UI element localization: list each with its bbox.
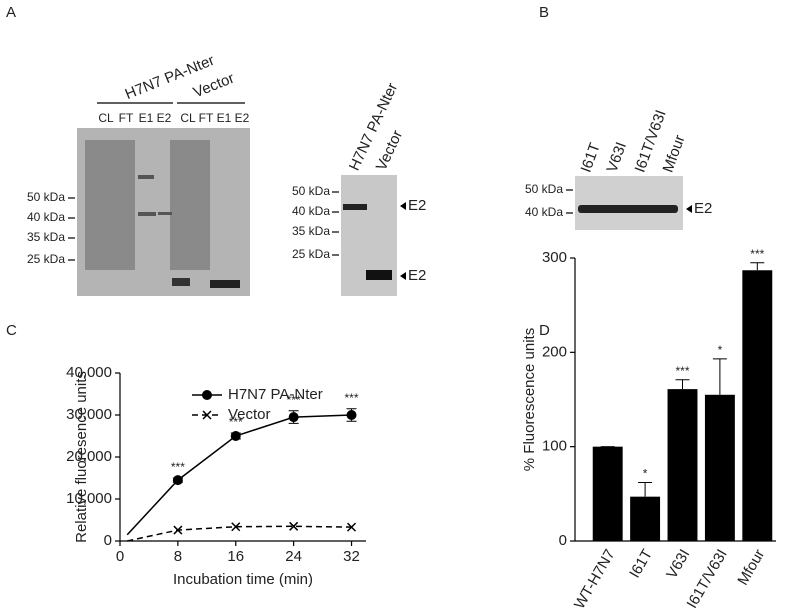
- lane-label: CL: [180, 111, 196, 125]
- marker-label: 50 kDa: [27, 190, 65, 204]
- legend-label: H7N7 PA-Nter: [228, 386, 323, 403]
- marker-label: 40 kDa: [525, 205, 563, 219]
- legend-label: Vector: [228, 406, 271, 423]
- marker-label: 50 kDa: [525, 182, 563, 196]
- band-arrow: [400, 202, 406, 210]
- y-tick-label: 0: [104, 532, 112, 549]
- x-tick-label: 8: [174, 548, 182, 565]
- marker-label: 35 kDa: [292, 224, 330, 238]
- line-chart: 0 10,000 20,000 30,000 40,000 0 8 16 24 32 Incubat…: [66, 364, 366, 588]
- significance: *: [643, 467, 648, 481]
- band-label: E2: [408, 197, 426, 214]
- marker-label: 40 kDa: [292, 204, 330, 218]
- lane-label: FT: [119, 111, 134, 125]
- bar: [704, 394, 735, 541]
- lane-label: CL: [98, 111, 114, 125]
- significance: ***: [287, 393, 301, 407]
- y-tick-label: 30,000: [66, 406, 112, 423]
- bar: [742, 270, 773, 541]
- lane-label: E1: [139, 111, 154, 125]
- band-label: E2: [694, 200, 712, 217]
- marker-label: 50 kDa: [292, 184, 330, 198]
- marker: [231, 522, 241, 532]
- lane-label: Mfour: [660, 133, 689, 175]
- y-tick-label: 200: [542, 343, 567, 360]
- x-tick-label: 0: [116, 548, 124, 565]
- significance: ***: [171, 460, 185, 474]
- significance: ***: [229, 415, 243, 429]
- panel-label: D: [539, 322, 550, 339]
- lane-label: E1: [217, 111, 232, 125]
- marker: [289, 521, 299, 531]
- band-label: E2: [408, 267, 426, 284]
- y-tick-label: 0: [559, 532, 567, 549]
- x-tick-label: WT-H7N7: [571, 546, 619, 609]
- lane-label: V63I: [604, 140, 631, 175]
- marker: [202, 390, 212, 400]
- error-bar: [638, 482, 653, 497]
- gel-bands: [85, 140, 240, 288]
- marker: [202, 410, 212, 420]
- blot-band: [343, 204, 367, 210]
- significance: ***: [675, 364, 689, 378]
- marker-label: 25 kDa: [27, 252, 65, 266]
- bar-chart: 0 100 200 300 % Fluorescence units WT-H7N7 * I6…: [521, 247, 776, 609]
- panel-label: A: [6, 4, 16, 21]
- lane-label: FT: [199, 111, 214, 125]
- marker: [346, 522, 357, 532]
- y-tick-label: 100: [542, 438, 567, 455]
- error-bar: [288, 410, 299, 424]
- blot-band: [366, 270, 392, 280]
- bar: [592, 446, 623, 541]
- blot-band: [578, 205, 678, 213]
- band-arrow: [400, 272, 406, 280]
- significance: ***: [345, 391, 359, 405]
- bar: [667, 389, 698, 541]
- band-arrow: [686, 205, 692, 213]
- lane-label: I61T: [578, 141, 604, 175]
- lane-label: E2: [235, 111, 250, 125]
- error-bar: [712, 358, 727, 395]
- marker-label: 40 kDa: [27, 210, 65, 224]
- significance: *: [718, 343, 723, 357]
- x-tick-label: I61T: [626, 546, 656, 580]
- error-bar: [172, 477, 183, 483]
- significance: ***: [750, 247, 764, 261]
- error-bar: [675, 379, 690, 390]
- blot-image: [575, 176, 683, 230]
- panel-label: C: [6, 322, 17, 339]
- error-bar: [750, 262, 765, 271]
- x-tick-label: Mfour: [734, 546, 768, 588]
- error-bar: [230, 432, 241, 440]
- x-tick-label: 16: [227, 548, 244, 565]
- panel-label: B: [539, 4, 549, 21]
- y-tick-label: 20,000: [66, 448, 112, 465]
- series-line: [127, 525, 352, 542]
- bar: [630, 496, 661, 541]
- marker-label: 35 kDa: [27, 230, 65, 244]
- y-axis-label: Relative fluoresence units: [73, 371, 90, 543]
- y-tick-label: 300: [542, 249, 567, 266]
- y-tick-label: 10,000: [66, 490, 112, 507]
- marker: [173, 525, 183, 535]
- error-bar: [346, 408, 357, 422]
- marker-label: 25 kDa: [292, 247, 330, 261]
- lane-label: E2: [157, 111, 172, 125]
- x-axis-label: Incubation time (min): [173, 571, 313, 588]
- x-tick-label: 24: [285, 548, 302, 565]
- x-tick-label: V63I: [663, 546, 693, 581]
- y-axis-label: % Fluorescence units: [521, 328, 538, 471]
- x-tick-label: 32: [343, 548, 360, 565]
- y-tick-label: 40,000: [66, 364, 112, 381]
